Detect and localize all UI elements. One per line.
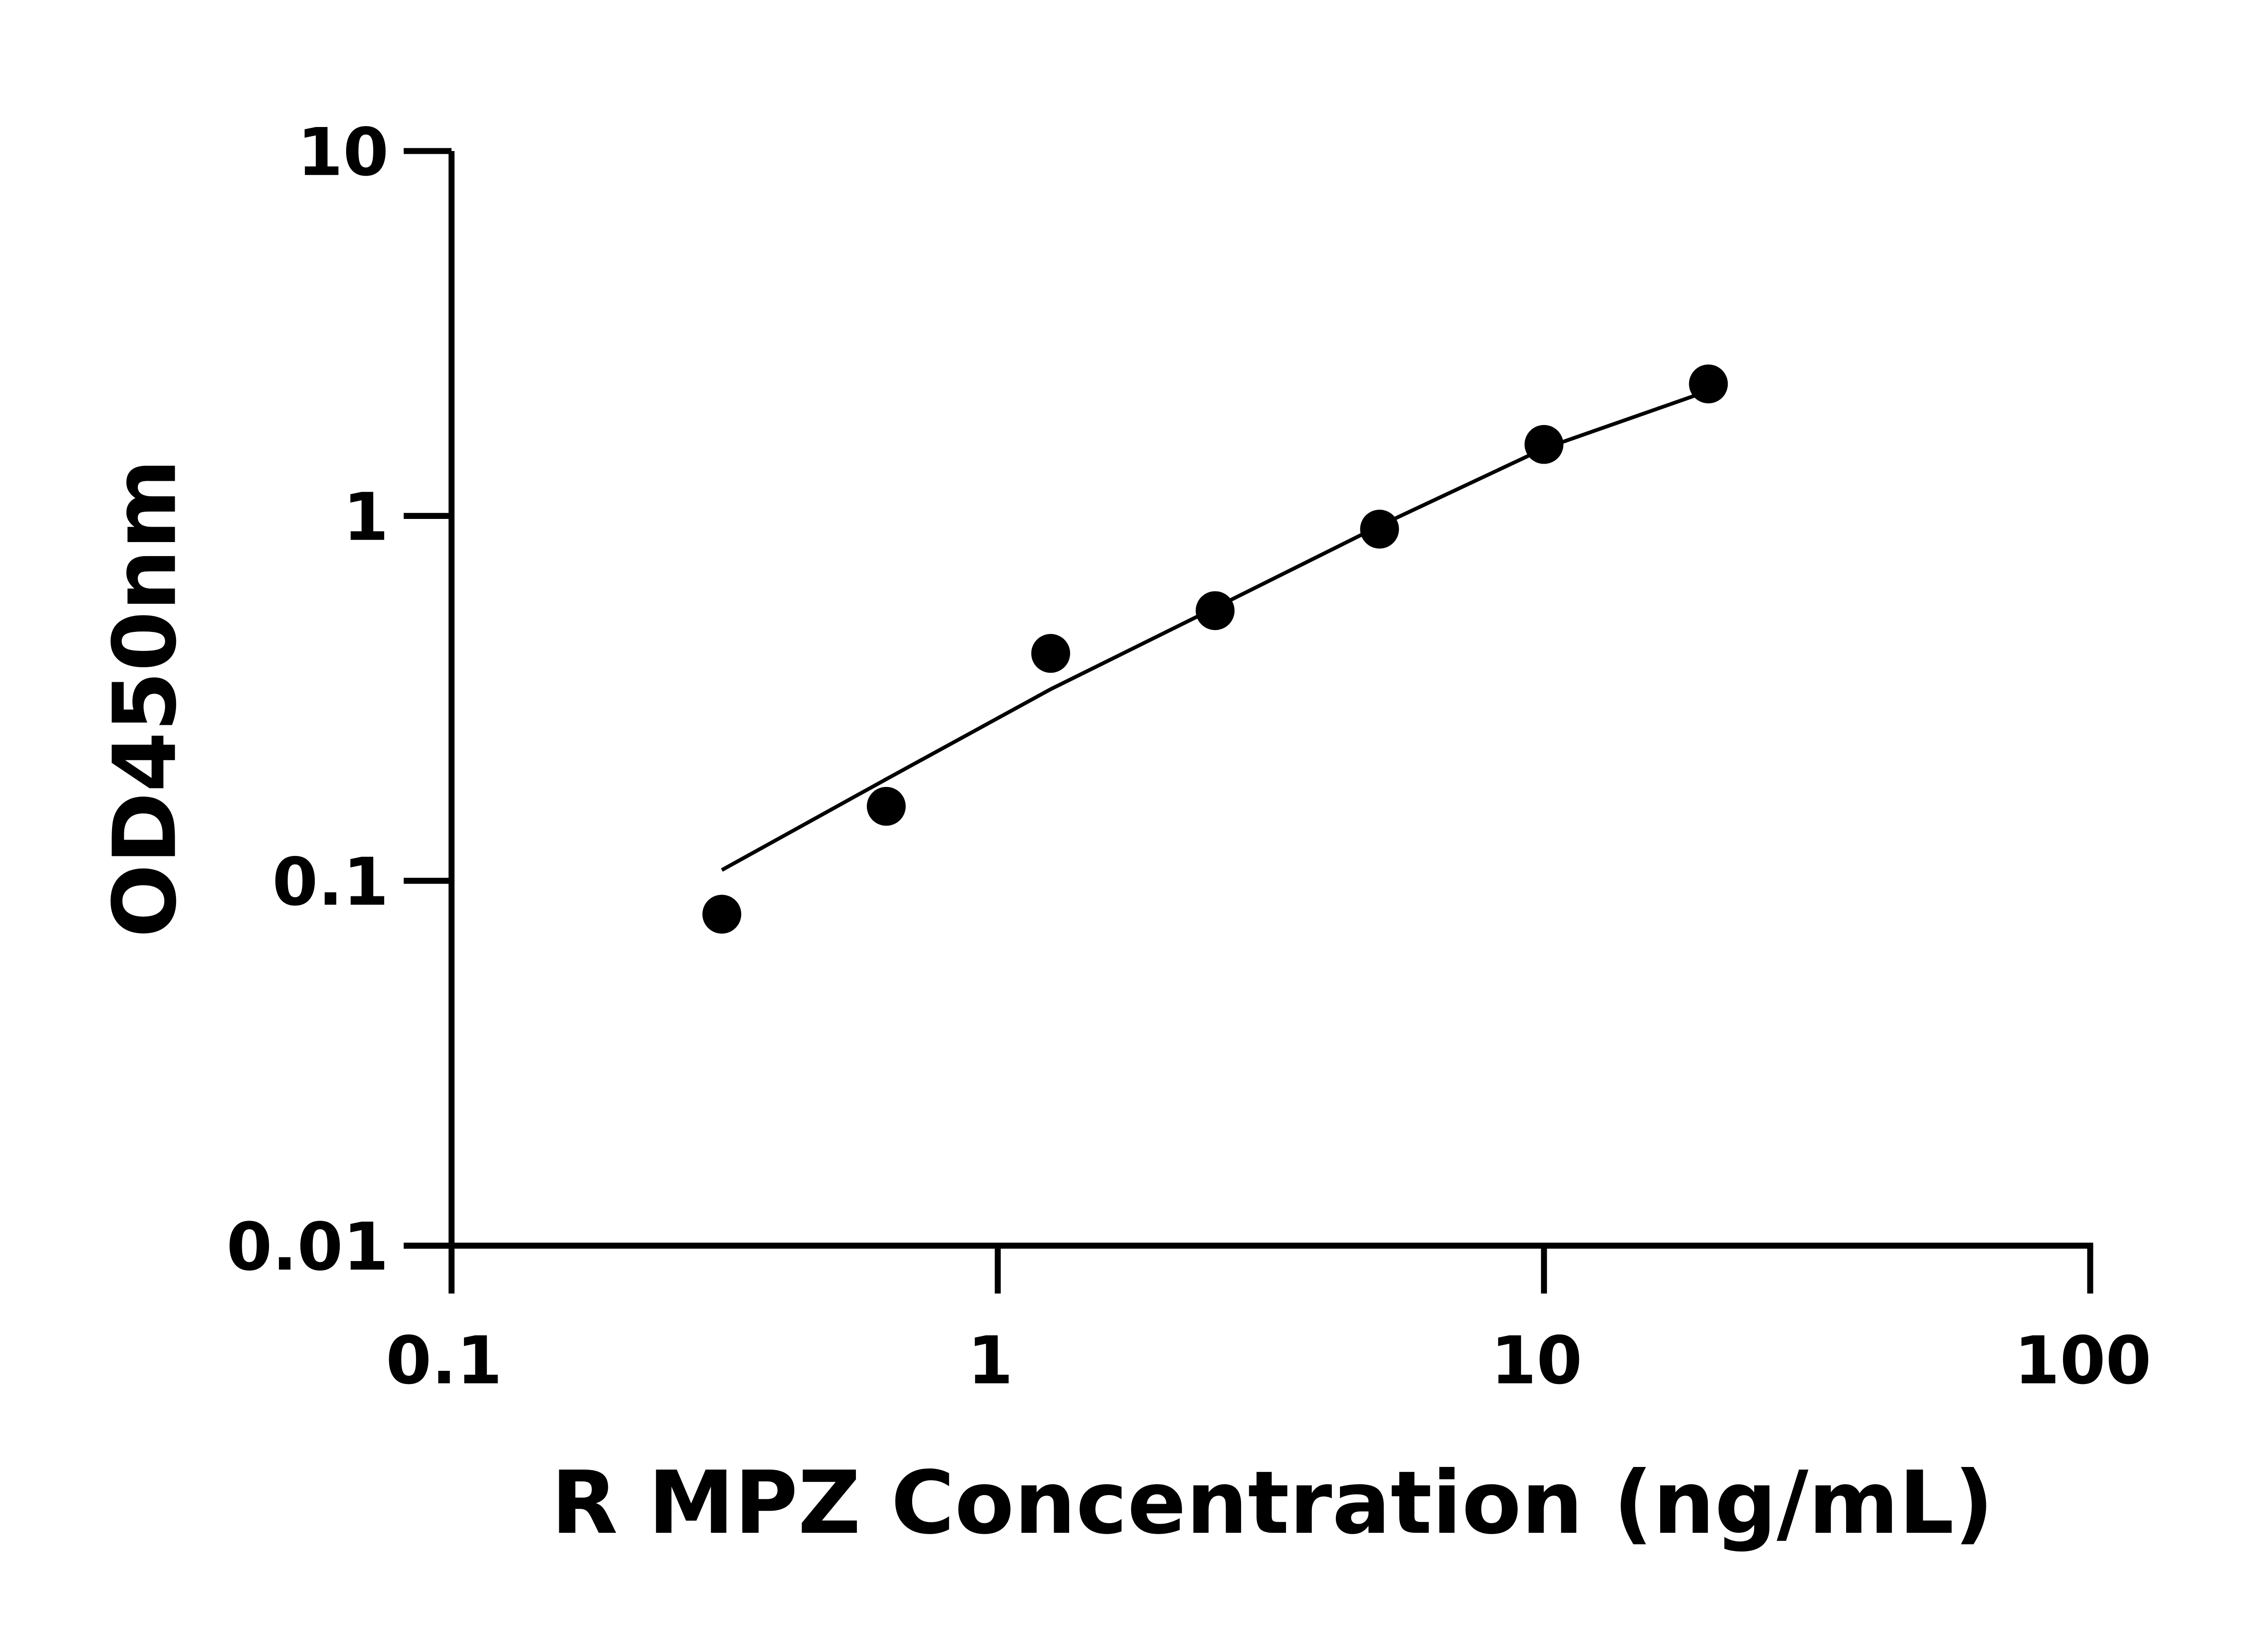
data-point <box>1360 509 1399 549</box>
data-point <box>866 787 906 826</box>
y-tick-label: 1 <box>343 479 389 556</box>
x-tick-label: 1 <box>968 1322 1013 1399</box>
data-point <box>1031 634 1070 673</box>
y-axis-label: OD450nm <box>95 459 196 938</box>
data-point <box>702 895 742 934</box>
data-point <box>1689 364 1728 404</box>
x-tick-label: 10 <box>1491 1322 1582 1399</box>
x-tick-label: 0.1 <box>386 1322 503 1399</box>
y-tick-label: 10 <box>297 114 389 191</box>
y-tick-label: 0.01 <box>226 1209 389 1286</box>
y-tick-label: 0.1 <box>272 844 389 920</box>
data-point <box>1195 591 1235 631</box>
x-axis-label: R MPZ Concentration (ng/mL) <box>551 1453 1994 1554</box>
data-point <box>1524 425 1564 464</box>
x-tick-label: 100 <box>2014 1322 2151 1399</box>
axes <box>403 151 2093 1249</box>
